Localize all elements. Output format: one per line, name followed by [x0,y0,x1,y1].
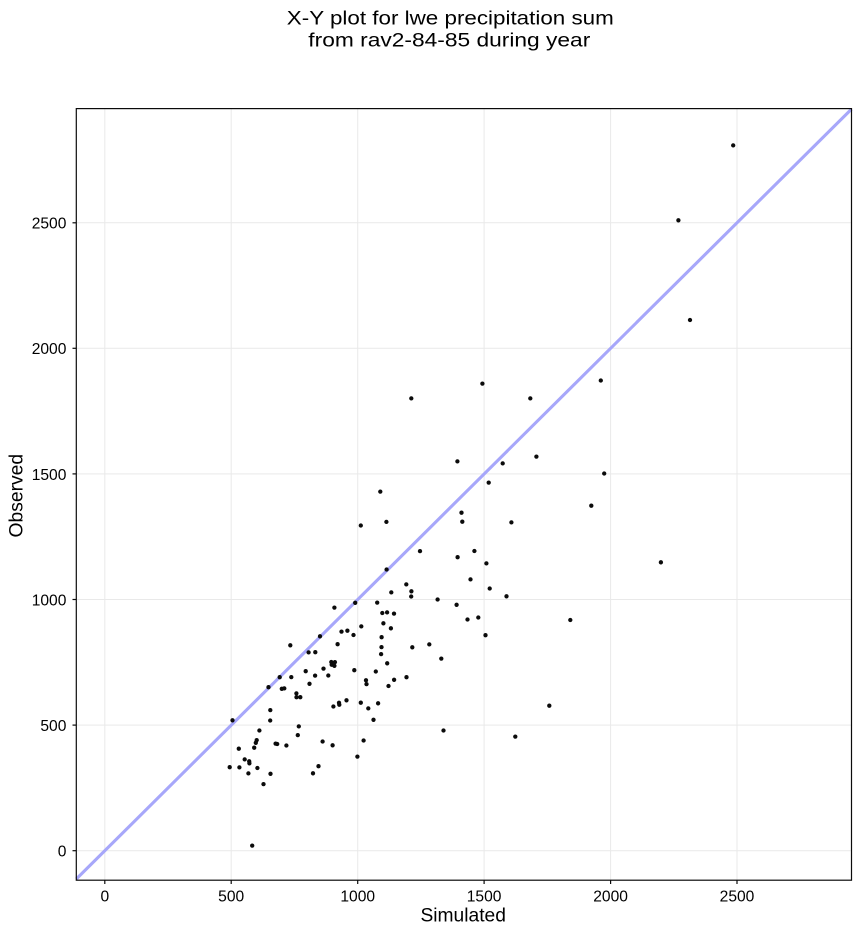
svg-text:1000: 1000 [32,592,67,609]
svg-text:1000: 1000 [340,889,375,906]
svg-text:Simulated: Simulated [420,906,506,927]
svg-text:2000: 2000 [32,341,67,358]
svg-text:2500: 2500 [720,889,755,906]
svg-text:500: 500 [40,718,66,735]
svg-text:X-Y plot for lwe precipitation: X-Y plot for lwe precipitation sum [287,8,614,30]
svg-text:1500: 1500 [32,467,67,484]
svg-text:1500: 1500 [467,889,502,906]
svg-text:2500: 2500 [32,216,67,233]
svg-text:from rav2-84-85 during year: from rav2-84-85 during year [308,29,591,51]
svg-text:0: 0 [58,844,67,861]
svg-text:0: 0 [100,889,109,906]
svg-text:2000: 2000 [593,889,628,906]
svg-text:500: 500 [218,889,244,906]
svg-text:Observed: Observed [6,454,27,538]
